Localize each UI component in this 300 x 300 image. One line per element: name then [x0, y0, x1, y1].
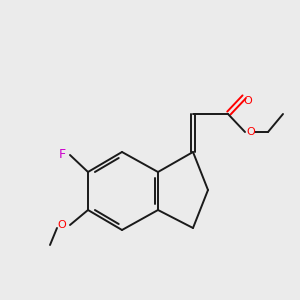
- Text: O: O: [244, 96, 252, 106]
- Text: F: F: [58, 148, 66, 161]
- Text: O: O: [247, 127, 255, 137]
- Text: O: O: [58, 220, 66, 230]
